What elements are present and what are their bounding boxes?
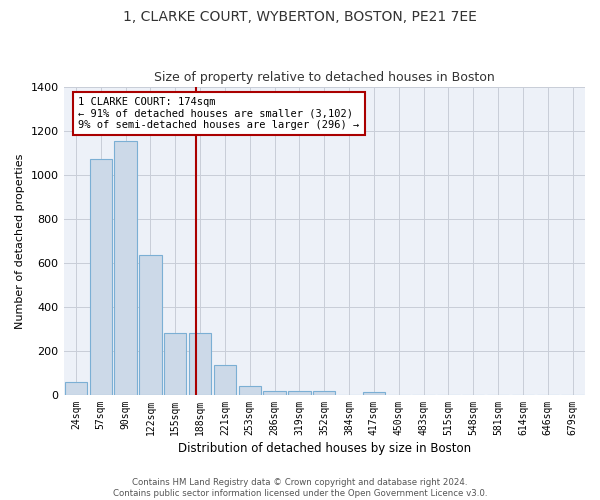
X-axis label: Distribution of detached houses by size in Boston: Distribution of detached houses by size … (178, 442, 471, 455)
Text: 1 CLARKE COURT: 174sqm
← 91% of detached houses are smaller (3,102)
9% of semi-d: 1 CLARKE COURT: 174sqm ← 91% of detached… (79, 97, 359, 130)
Bar (214, 366, 236, 395)
Text: Contains HM Land Registry data © Crown copyright and database right 2024.
Contai: Contains HM Land Registry data © Crown c… (113, 478, 487, 498)
Bar (115, 141, 137, 395)
Bar (363, 392, 385, 395)
Bar (263, 390, 286, 395)
Title: Size of property relative to detached houses in Boston: Size of property relative to detached ho… (154, 72, 494, 85)
Bar (139, 256, 161, 395)
Bar (164, 334, 187, 395)
Bar (313, 390, 335, 395)
Bar (65, 382, 87, 395)
Text: 1, CLARKE COURT, WYBERTON, BOSTON, PE21 7EE: 1, CLARKE COURT, WYBERTON, BOSTON, PE21 … (123, 10, 477, 24)
Bar (189, 334, 211, 395)
Bar (89, 158, 112, 395)
Y-axis label: Number of detached properties: Number of detached properties (15, 154, 25, 328)
Bar (239, 386, 261, 395)
Bar (288, 390, 311, 395)
